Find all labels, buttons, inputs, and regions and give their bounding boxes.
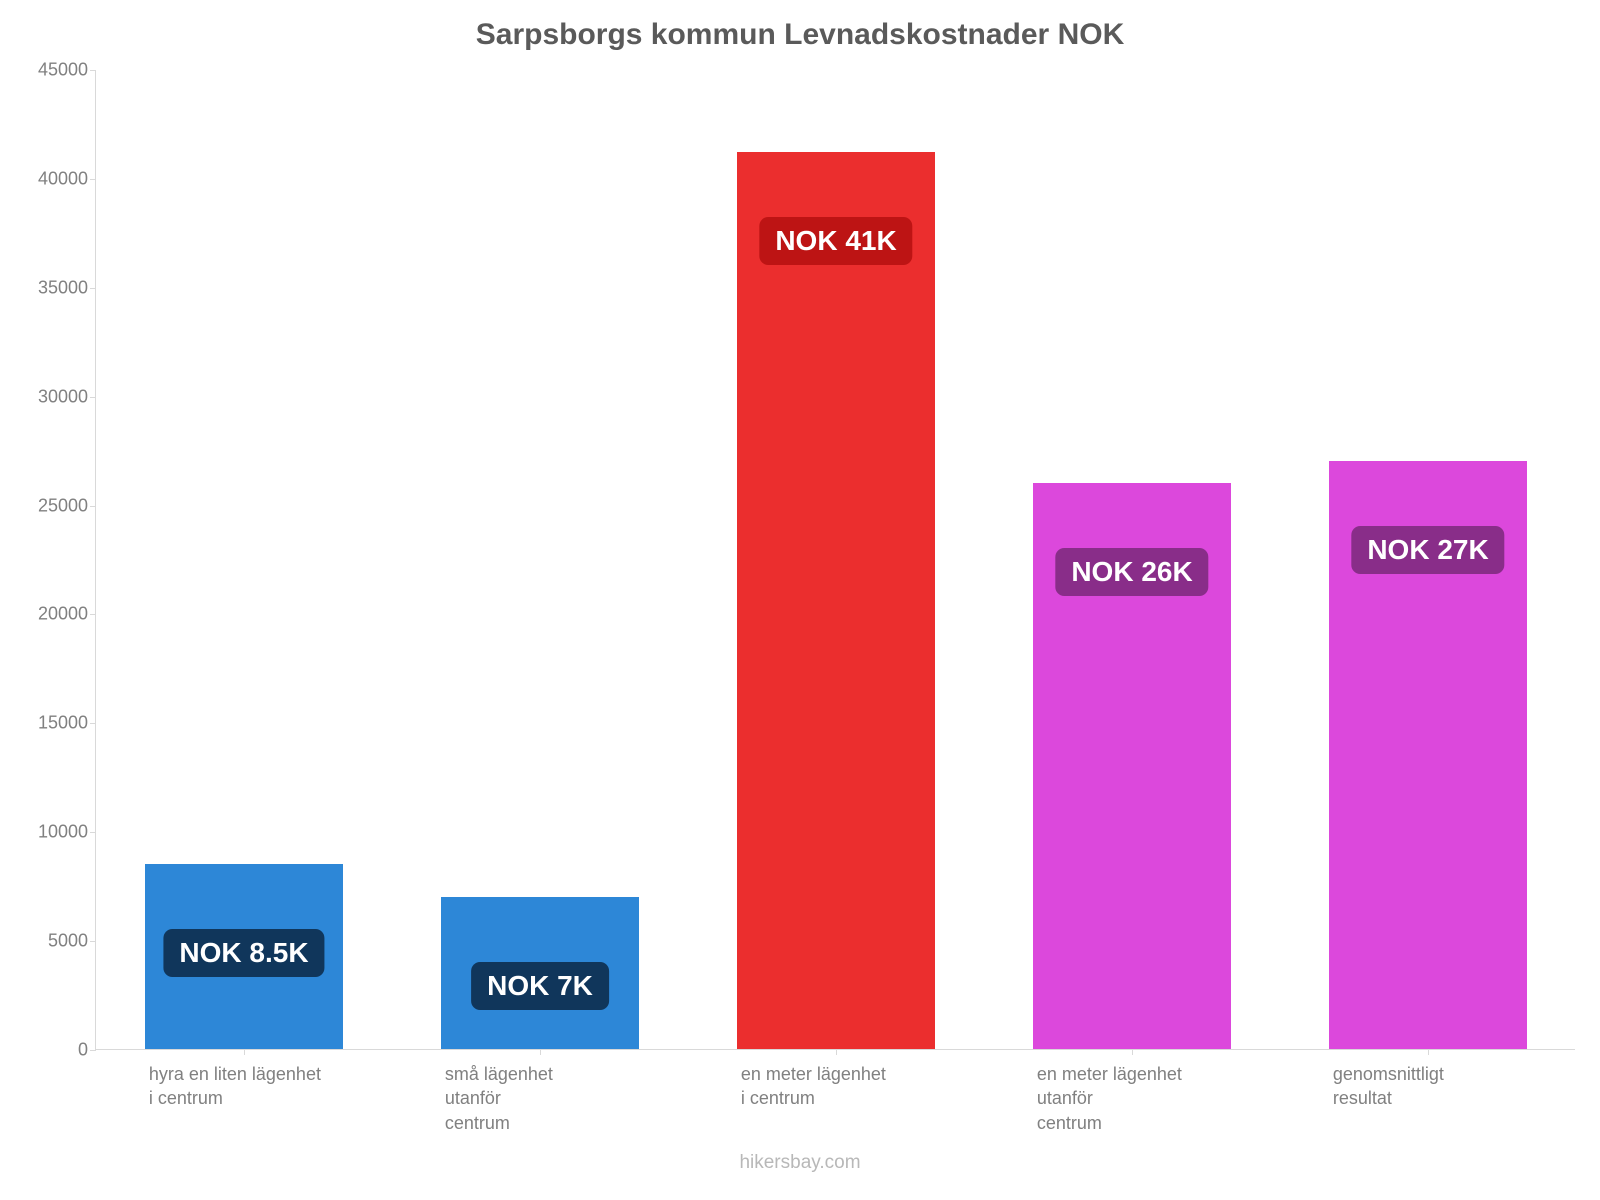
plot-area: 0500010000150002000025000300003500040000…	[95, 70, 1575, 1050]
x-axis-category-label: genomsnittligt resultat	[1333, 1062, 1444, 1111]
y-axis-tick-label: 5000	[18, 931, 88, 952]
cost-of-living-chart: Sarpsborgs kommun Levnadskostnader NOK 0…	[0, 0, 1600, 1200]
bar-value-label: NOK 27K	[1351, 526, 1504, 574]
y-axis-tick-mark	[90, 723, 96, 724]
y-axis-tick-label: 10000	[18, 822, 88, 843]
y-axis-tick-label: 45000	[18, 60, 88, 81]
y-axis-tick-mark	[90, 288, 96, 289]
x-axis-tick-mark	[1132, 1049, 1133, 1055]
attribution-text: hikersbay.com	[0, 1152, 1600, 1174]
y-axis-tick-label: 30000	[18, 386, 88, 407]
y-axis-tick-label: 40000	[18, 168, 88, 189]
y-axis-tick-mark	[90, 70, 96, 71]
y-axis-tick-label: 0	[18, 1040, 88, 1061]
bar-value-label: NOK 7K	[471, 962, 609, 1010]
y-axis-tick-mark	[90, 397, 96, 398]
chart-title: Sarpsborgs kommun Levnadskostnader NOK	[0, 18, 1600, 52]
y-axis-tick-mark	[90, 614, 96, 615]
x-axis-category-label: små lägenhet utanför centrum	[445, 1062, 553, 1135]
chart-bar	[737, 152, 935, 1049]
y-axis-tick-label: 15000	[18, 713, 88, 734]
bar-value-label: NOK 41K	[759, 217, 912, 265]
y-axis-tick-label: 25000	[18, 495, 88, 516]
x-axis-tick-mark	[540, 1049, 541, 1055]
x-axis-tick-mark	[836, 1049, 837, 1055]
bar-value-label: NOK 8.5K	[163, 929, 324, 977]
y-axis-tick-mark	[90, 832, 96, 833]
y-axis-tick-mark	[90, 1050, 96, 1051]
y-axis-tick-mark	[90, 506, 96, 507]
bar-value-label: NOK 26K	[1055, 548, 1208, 596]
x-axis-tick-mark	[1428, 1049, 1429, 1055]
y-axis-tick-label: 20000	[18, 604, 88, 625]
x-axis-tick-mark	[244, 1049, 245, 1055]
y-axis-tick-label: 35000	[18, 277, 88, 298]
y-axis-tick-mark	[90, 179, 96, 180]
x-axis-category-label: en meter lägenhet i centrum	[741, 1062, 886, 1111]
x-axis-category-label: hyra en liten lägenhet i centrum	[149, 1062, 321, 1111]
y-axis-tick-mark	[90, 941, 96, 942]
x-axis-category-label: en meter lägenhet utanför centrum	[1037, 1062, 1182, 1135]
